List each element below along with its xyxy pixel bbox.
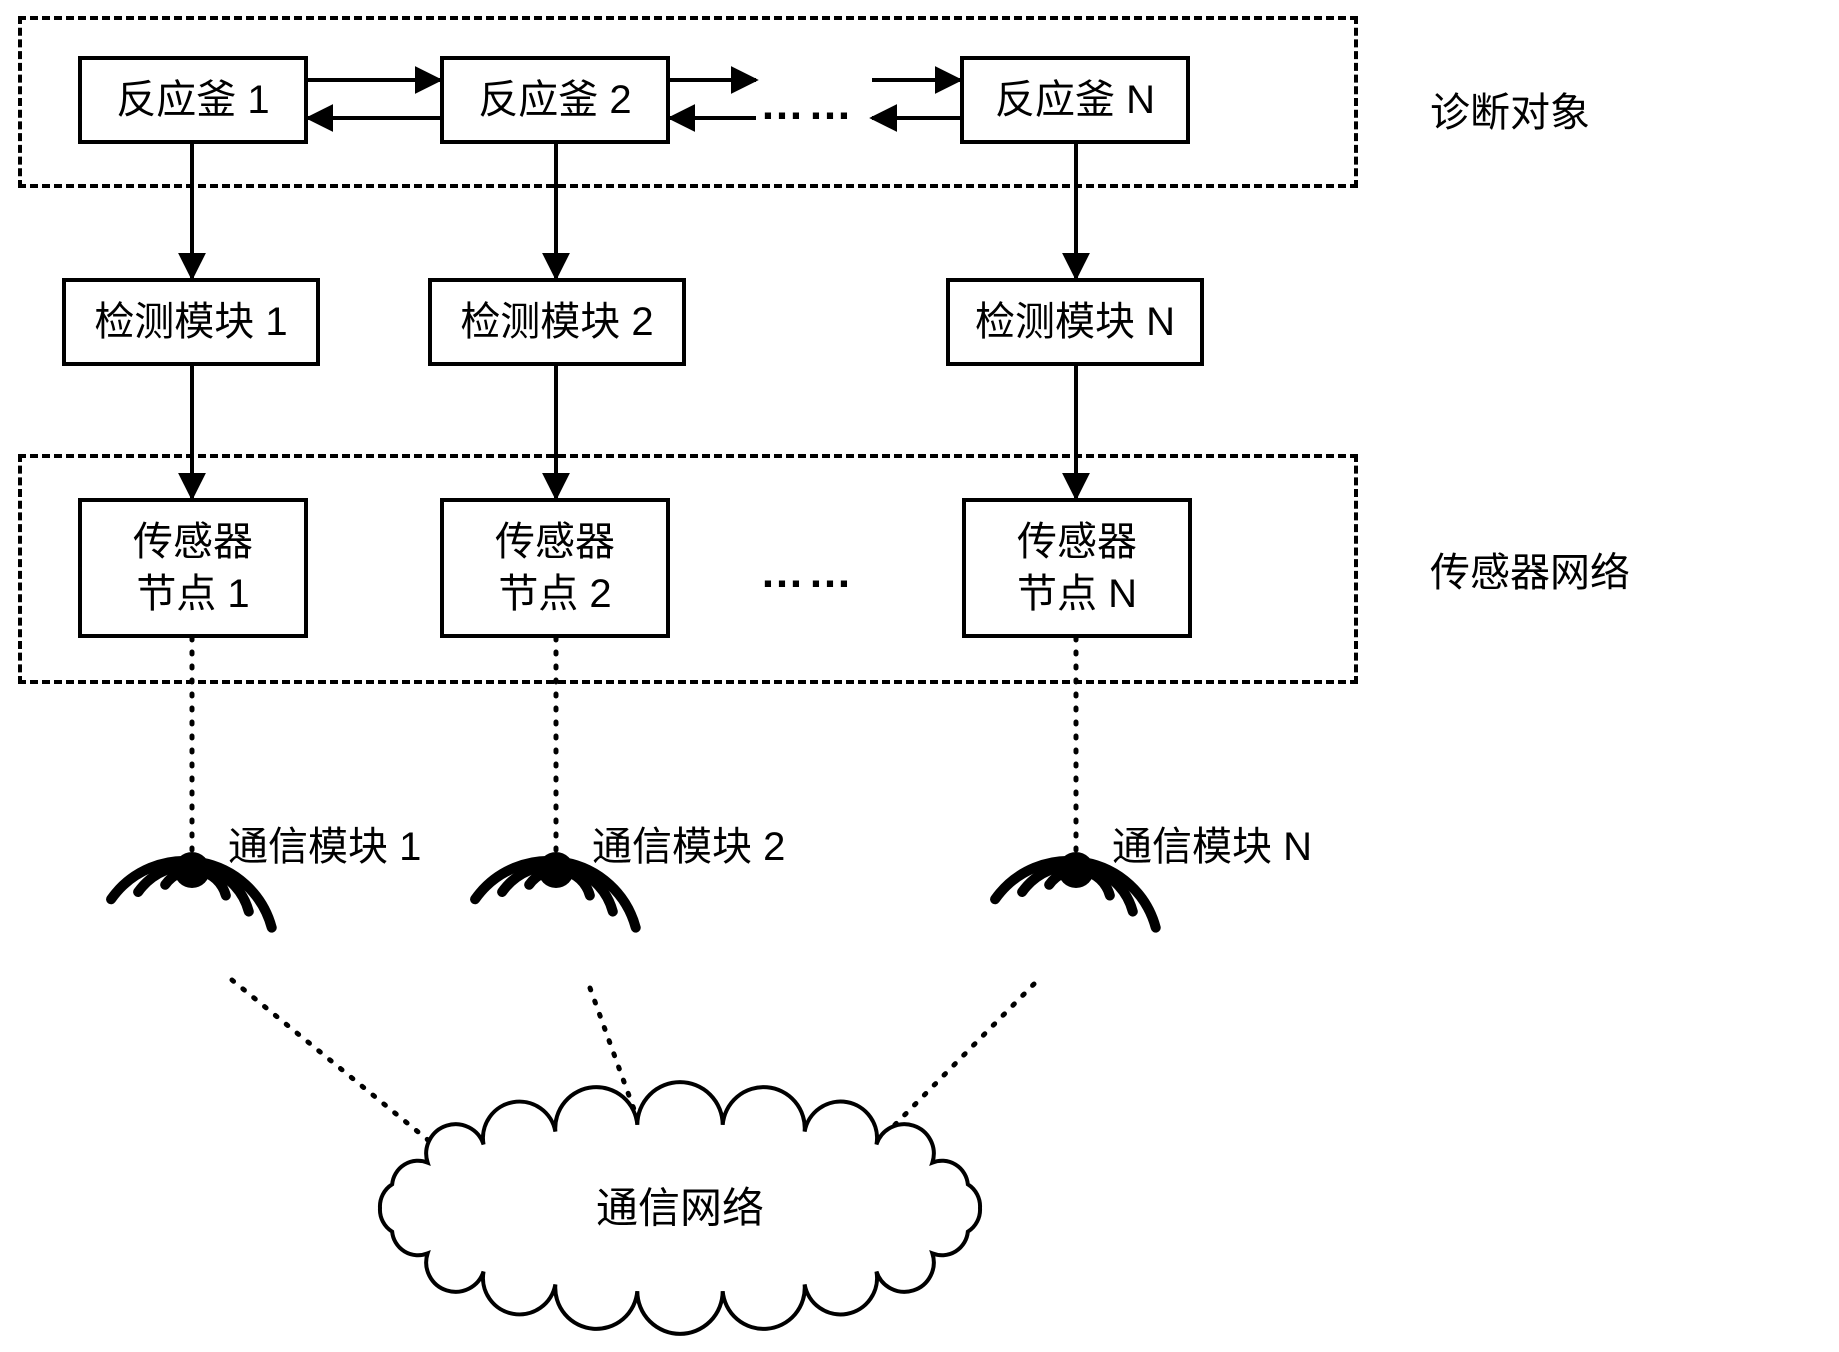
sensor-node-1-line2: 节点 1 [133,568,253,620]
comm-module-n-label: 通信模块 N [1112,814,1312,872]
detector-2: 检测模块 2 [428,278,686,366]
sensor-node-n-line1: 传感器 [1017,516,1137,568]
sensor-node-n: 传感器 节点 N [962,498,1192,638]
reactor-n: 反应釜 N [960,56,1190,144]
sensor-node-2: 传感器 节点 2 [440,498,670,638]
sensor-node-1: 传感器 节点 1 [78,498,308,638]
sensor-node-2-line2: 节点 2 [495,568,615,620]
group-diagnosis-label: 诊断对象 [1430,80,1590,138]
sensor-node-n-line2: 节点 N [1017,568,1137,620]
reactor-1: 反应釜 1 [78,56,308,144]
reactor-2: 反应釜 2 [440,56,670,144]
group-sensor-network-label: 传感器网络 [1430,540,1630,598]
diagram-canvas: 诊断对象 传感器网络 反应釜 1 反应釜 2 反应釜 N 检测模块 1 检测模块… [0,0,1839,1352]
sensor-node-1-line1: 传感器 [133,516,253,568]
detector-1: 检测模块 1 [62,278,320,366]
ellipsis-top: …… [760,80,856,130]
sensor-node-2-line1: 传感器 [495,516,615,568]
ellipsis-mid: …… [760,548,856,598]
detector-n: 检测模块 N [946,278,1204,366]
comm-module-2-label: 通信模块 2 [592,814,785,872]
cloud-label: 通信网络 [596,1186,764,1233]
comm-module-1-label: 通信模块 1 [228,814,421,872]
